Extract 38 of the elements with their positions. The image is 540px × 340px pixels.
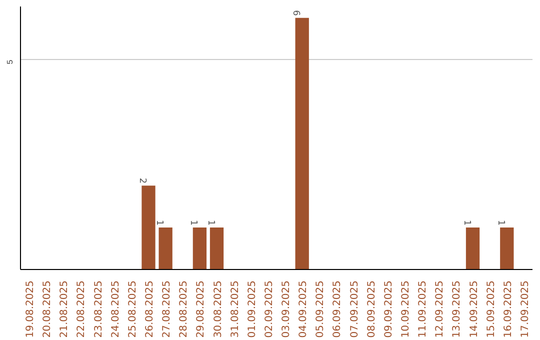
x-tick-label: 12.09.2025 xyxy=(434,280,446,338)
x-tick-label: 08.09.2025 xyxy=(366,280,378,338)
x-tick-label: 01.09.2025 xyxy=(246,280,258,338)
data-label: 1 xyxy=(495,220,506,226)
data-label: 1 xyxy=(205,220,216,226)
x-tick-label: 24.08.2025 xyxy=(110,280,122,338)
x-tick-label: 26.08.2025 xyxy=(144,280,156,338)
x-tick-label: 29.08.2025 xyxy=(196,280,207,338)
x-tick-label: 22.08.2025 xyxy=(76,280,88,338)
x-tick-label: 30.08.2025 xyxy=(212,280,224,338)
x-tick-label: 11.09.2025 xyxy=(418,280,429,338)
x-tick-label: 31.08.2025 xyxy=(230,280,241,338)
x-tick-label: 02.09.2025 xyxy=(264,280,275,338)
x-tick-label: 09.09.2025 xyxy=(383,280,394,338)
y-tick-label: 5 xyxy=(6,59,14,64)
x-tick-label: 04.09.2025 xyxy=(298,280,310,338)
x-tick-label: 28.08.2025 xyxy=(178,280,190,338)
x-tick-label: 23.08.2025 xyxy=(93,280,104,338)
data-label: 2 xyxy=(137,178,147,184)
data-label: 1 xyxy=(154,220,164,226)
data-label: 1 xyxy=(188,220,198,226)
data-label: 1 xyxy=(461,220,472,226)
x-tick-label: 19.08.2025 xyxy=(25,280,36,338)
x-tick-label: 15.09.2025 xyxy=(486,280,497,338)
data-label: 6 xyxy=(290,10,301,16)
x-tick-label: 10.09.2025 xyxy=(400,280,412,338)
x-tick-label: 21.08.2025 xyxy=(59,280,70,338)
x-tick-label: 17.09.2025 xyxy=(520,280,531,338)
x-tick-label: 07.09.2025 xyxy=(349,280,360,338)
x-tick-label: 14.09.2025 xyxy=(468,280,480,338)
x-tick-label: 13.09.2025 xyxy=(452,280,463,338)
x-tick-label: 16.09.2025 xyxy=(502,280,514,338)
x-tick-label: 06.09.2025 xyxy=(332,280,344,338)
x-tick-label: 20.08.2025 xyxy=(42,280,54,338)
x-tick-label: 03.09.2025 xyxy=(281,280,292,338)
x-tick-label: 27.08.2025 xyxy=(162,280,173,338)
x-tick-label: 05.09.2025 xyxy=(315,280,326,338)
x-tick-label: 25.08.2025 xyxy=(127,280,138,338)
